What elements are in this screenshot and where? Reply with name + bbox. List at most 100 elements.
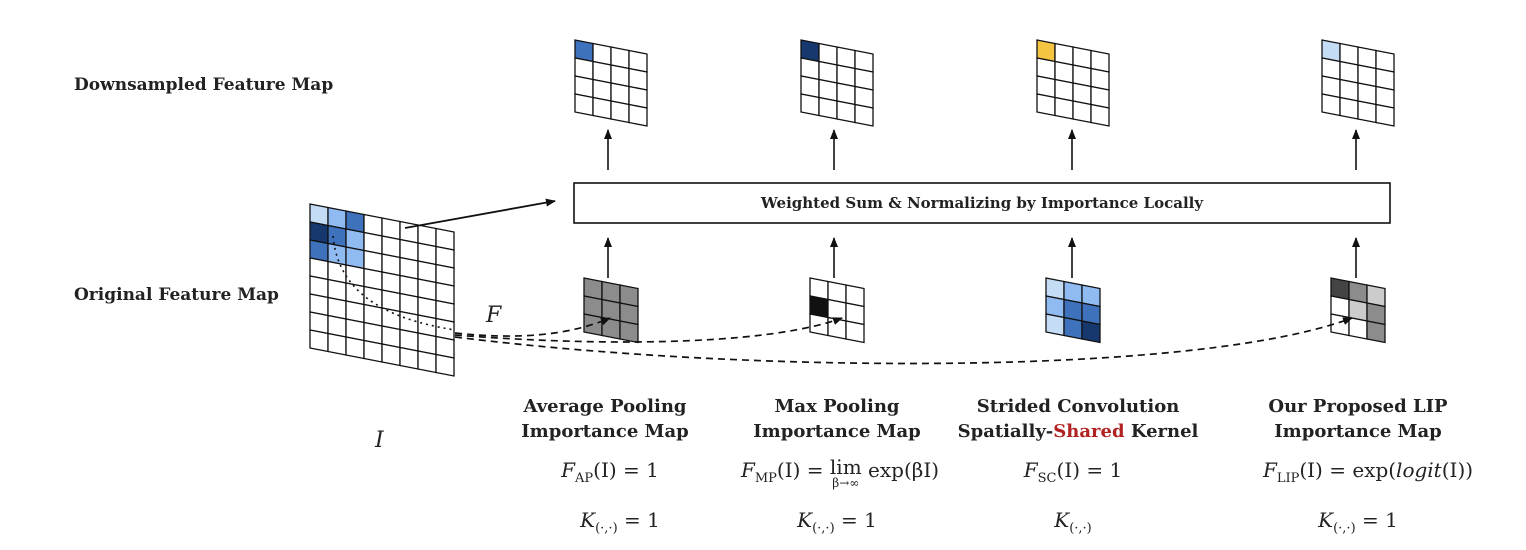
caption-avg-line1: Average Pooling (523, 396, 687, 417)
f-strided-rhs: (I) = 1 (1056, 458, 1123, 482)
k-max-name: K (797, 508, 813, 532)
dashed-arrow-max (454, 317, 843, 343)
row-label-original: Original Feature Map (74, 285, 279, 305)
f-strided-name: F (1023, 458, 1038, 482)
formula-k-lip: K(·,·) = 1 (1218, 508, 1498, 536)
k-lip-rhs: = 1 (1355, 508, 1398, 532)
input-to-box-arrow (404, 198, 556, 229)
original-map-cell (345, 336, 365, 360)
f-max-name: F (740, 458, 755, 482)
caption-lip: Our Proposed LIP Importance Map (1228, 394, 1488, 444)
downsampled-avg-cell (592, 96, 612, 120)
downsampled-map-strided (1036, 39, 1110, 127)
importance-map-avg (583, 277, 639, 344)
k-avg-name: K (580, 508, 596, 532)
caption-strided-line2: Spatially-Shared Kernel (948, 419, 1208, 444)
f-max-sub: MP (754, 471, 777, 486)
downsampled-max-cell (818, 96, 838, 120)
downsampled-avg-cell (574, 93, 594, 117)
original-map-cell (399, 346, 419, 370)
caption-strided-pre: Spatially- (957, 421, 1054, 442)
importance-avg-cell (601, 316, 621, 340)
downsampled-lip-cell (1339, 96, 1359, 120)
f-avg-name: F (561, 458, 576, 482)
caption-max-line2: Importance Map (753, 421, 921, 442)
weighted-sum-box (573, 182, 1391, 224)
importance-max-cell (845, 320, 865, 344)
f-max-lim: lim β→∞ (829, 455, 862, 490)
formula-f-strided: FSC(I) = 1 (933, 458, 1213, 486)
f-avg-sub: AP (575, 471, 594, 486)
downsampled-strided-cell (1054, 96, 1074, 120)
importance-map-lip (1330, 277, 1386, 344)
column-average-pooling (574, 39, 648, 344)
formula-k-strided: K(·,·) (933, 508, 1213, 536)
caption-strided-post: Kernel (1124, 421, 1199, 442)
column-strided-convolution (1036, 39, 1110, 344)
f-strided-sub: SC (1037, 471, 1057, 486)
dashed-arrow-avg (454, 317, 611, 337)
f-max-rhs-pre: (I) = (776, 458, 830, 482)
column-max-pooling (800, 39, 874, 344)
formula-k-max: K(·,·) = 1 (697, 508, 977, 536)
original-map-cell (417, 350, 437, 374)
downsampled-avg-cell (628, 103, 648, 127)
downsampled-map-lip (1321, 39, 1395, 127)
importance-map-max (809, 277, 865, 344)
formula-f-max: FMP(I) = lim β→∞ exp(βI) (700, 455, 980, 490)
k-strided-name: K (1054, 508, 1070, 532)
caption-avg-line2: Importance Map (521, 421, 689, 442)
caption-average-pooling: Average Pooling Importance Map (475, 394, 735, 444)
importance-map-strided (1045, 277, 1101, 344)
caption-strided-convolution: Strided Convolution Spatially-Shared Ker… (948, 394, 1208, 444)
formula-k-avg: K(·,·) = 1 (480, 508, 760, 536)
original-feature-map (309, 203, 455, 377)
downsampled-lip-cell (1357, 100, 1377, 124)
importance-strided-cell (1081, 320, 1101, 344)
dotted-sampling-path (332, 235, 456, 331)
importance-avg-cell (619, 320, 639, 344)
dashed-arrow-lip (454, 317, 1353, 365)
importance-lip-cell (1348, 316, 1368, 340)
f-lip-name: F (1262, 458, 1277, 482)
caption-strided-line1: Strided Convolution (976, 396, 1180, 417)
f-avg-rhs: (I) = 1 (593, 458, 659, 482)
f-lip-rhs-post: (I)) (1441, 458, 1474, 482)
k-strided-sub: (·,·) (1069, 521, 1092, 536)
formula-f-lip: FLIP(I) = exp(logit(I)) (1228, 458, 1508, 486)
original-map-cell (363, 339, 383, 363)
original-map-cell (435, 353, 455, 377)
caption-strided-shared: Shared (1053, 421, 1125, 442)
original-map-cell (381, 343, 401, 367)
weighted-sum-label: Weighted Sum & Normalizing by Importance… (760, 194, 1204, 212)
importance-strided-cell (1063, 316, 1083, 340)
f-max-rhs-post: exp(βI) (861, 458, 940, 482)
function-label: F (485, 303, 502, 328)
f-max-lim-text: lim (829, 455, 862, 479)
formula-f-avg: FAP(I) = 1 (470, 458, 750, 486)
downsampled-avg-cell (610, 100, 630, 124)
input-label: I (374, 428, 385, 453)
k-lip-name: K (1318, 508, 1334, 532)
downsampled-max-cell (800, 93, 820, 117)
importance-avg-cell (583, 313, 603, 337)
column-lip (1321, 39, 1395, 344)
downsampled-strided-cell (1036, 93, 1056, 117)
original-map-cell (309, 329, 329, 353)
k-lip-sub: (·,·) (1333, 521, 1356, 536)
importance-max-cell (827, 316, 847, 340)
row-label-downsampled: Downsampled Feature Map (74, 75, 333, 95)
f-lip-rhs-ital: logit (1396, 458, 1442, 482)
f-lip-sub: LIP (1276, 471, 1300, 486)
downsampled-strided-cell (1072, 100, 1092, 124)
downsampled-lip-cell (1321, 93, 1341, 117)
downsampled-max-cell (854, 103, 874, 127)
caption-max-line1: Max Pooling (774, 396, 900, 417)
k-avg-sub: (·,·) (595, 521, 618, 536)
downsampled-max-cell (836, 100, 856, 124)
downsampled-map-max (800, 39, 874, 127)
original-map-cell (327, 332, 347, 356)
importance-lip-cell (1366, 320, 1386, 344)
